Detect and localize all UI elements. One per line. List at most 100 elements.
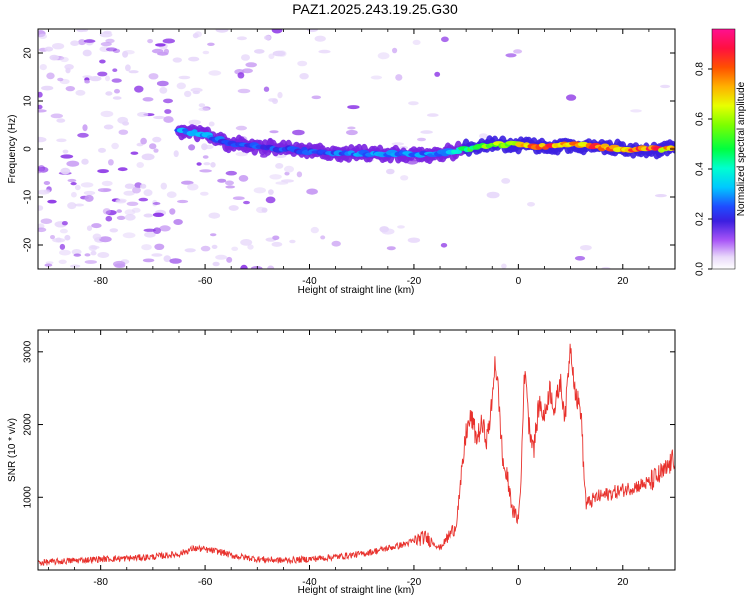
- noise-blob: [56, 138, 67, 143]
- noise-blob: [269, 130, 279, 134]
- noise-blob: [173, 150, 179, 158]
- noise-blob: [198, 107, 210, 112]
- noise-blob: [38, 109, 47, 113]
- noise-blob: [501, 263, 507, 269]
- noise-blob: [49, 54, 59, 61]
- noise-blob: [250, 266, 263, 269]
- colorbar-tick-label: 0.2: [695, 212, 706, 226]
- noise-blob: [202, 50, 210, 55]
- noise-blob: [90, 245, 100, 250]
- noise-blob: [59, 243, 66, 250]
- noise-blob: [263, 35, 271, 41]
- noise-blob: [420, 130, 433, 134]
- noise-blob: [188, 144, 196, 151]
- noise-blob: [238, 175, 249, 182]
- noise-blob: [98, 236, 112, 243]
- colorbar-tick-label: 0.0: [695, 262, 706, 276]
- noise-blob: [147, 39, 154, 44]
- noise-blob: [574, 255, 586, 261]
- spectrogram-x-axis-label: Height of straight line (km): [298, 285, 415, 296]
- noise-blob: [513, 49, 523, 54]
- colorbar-axis: 0.0 0.2 0.4 0.6 0.8: [695, 62, 712, 276]
- noise-blob: [178, 75, 191, 80]
- noise-blob: [268, 53, 275, 60]
- spectrogram-y-tick-label: 10: [23, 95, 34, 107]
- noise-blob: [237, 88, 251, 94]
- noise-blob: [417, 137, 426, 142]
- noise-blob: [60, 56, 69, 63]
- noise-blob: [441, 36, 449, 43]
- noise-blob: [140, 183, 147, 189]
- noise-blob: [81, 158, 89, 165]
- noise-blob: [40, 218, 53, 224]
- spectrogram-x-tick-label: -60: [198, 276, 213, 287]
- noise-blob: [136, 162, 144, 168]
- noise-blob: [60, 154, 74, 159]
- noise-blob: [38, 104, 43, 110]
- noise-blob: [92, 233, 102, 241]
- noise-blob: [377, 52, 390, 60]
- noise-blob: [60, 167, 71, 175]
- noise-blob: [43, 189, 51, 194]
- noise-blob: [156, 80, 169, 87]
- noise-blob: [184, 90, 192, 98]
- noise-blob: [134, 85, 144, 93]
- noise-blob: [117, 116, 129, 124]
- noise-blob: [111, 142, 119, 150]
- spectrogram-x-tick-label: 20: [617, 276, 629, 287]
- spectrogram-panel: -80 -60 -40 -20 0 20 -20 -10 0 10 20 Height of st…: [7, 28, 676, 296]
- noise-blob: [153, 148, 159, 153]
- noise-blob: [164, 109, 172, 114]
- noise-blob: [143, 213, 154, 218]
- colorbar: 0.0 0.2 0.4 0.6 0.8 Normalized spectral ampl…: [695, 28, 747, 276]
- noise-blob: [284, 165, 294, 173]
- noise-blob: [318, 49, 331, 54]
- snr-x-axis-label: Height of straight line (km): [298, 585, 415, 596]
- noise-blob: [268, 189, 274, 195]
- noise-blob: [99, 32, 113, 38]
- noise-blob: [112, 96, 122, 100]
- noise-blob: [272, 235, 280, 241]
- noise-blob: [124, 214, 136, 221]
- noise-blob: [105, 215, 113, 222]
- noise-blob: [277, 50, 287, 57]
- noise-blob: [391, 142, 404, 146]
- noise-blob: [200, 191, 209, 196]
- noise-blob: [370, 75, 383, 80]
- noise-blob: [202, 155, 209, 159]
- noise-blob: [208, 212, 221, 219]
- noise-blob: [269, 174, 282, 180]
- spectrogram-y-axis: -20 -10 0 10 20: [23, 47, 675, 252]
- noise-blob: [57, 77, 64, 82]
- noise-blob: [77, 132, 89, 138]
- noise-blob: [152, 212, 164, 217]
- noise-blob: [198, 103, 206, 108]
- noise-blob: [226, 256, 233, 263]
- noise-blob: [90, 250, 97, 256]
- noise-blob: [99, 59, 106, 64]
- spectrogram-y-axis-label: Frequency (Hz): [7, 115, 18, 184]
- noise-blob: [128, 70, 139, 74]
- noise-blob: [64, 234, 71, 241]
- noise-blob: [155, 43, 166, 47]
- noise-blob: [320, 235, 326, 240]
- ridge-core: [453, 149, 462, 154]
- spectrogram-signal-ridge: [174, 124, 675, 165]
- noise-blob: [297, 60, 308, 67]
- noise-blob: [122, 232, 136, 239]
- noise-blob: [71, 191, 77, 198]
- spectrogram-x-tick-label: -80: [93, 276, 108, 287]
- noise-blob: [212, 261, 220, 267]
- noise-blob: [140, 137, 147, 145]
- noise-blob: [114, 263, 126, 269]
- snr-x-tick-label: -40: [302, 577, 317, 588]
- noise-blob: [225, 180, 234, 186]
- noise-blob: [44, 46, 54, 52]
- noise-blob: [275, 163, 284, 169]
- noise-blob: [100, 110, 114, 118]
- noise-blob: [386, 246, 396, 251]
- noise-blob: [397, 225, 405, 229]
- noise-blob: [240, 264, 248, 269]
- noise-blob: [263, 86, 270, 92]
- noise-blob: [199, 169, 212, 173]
